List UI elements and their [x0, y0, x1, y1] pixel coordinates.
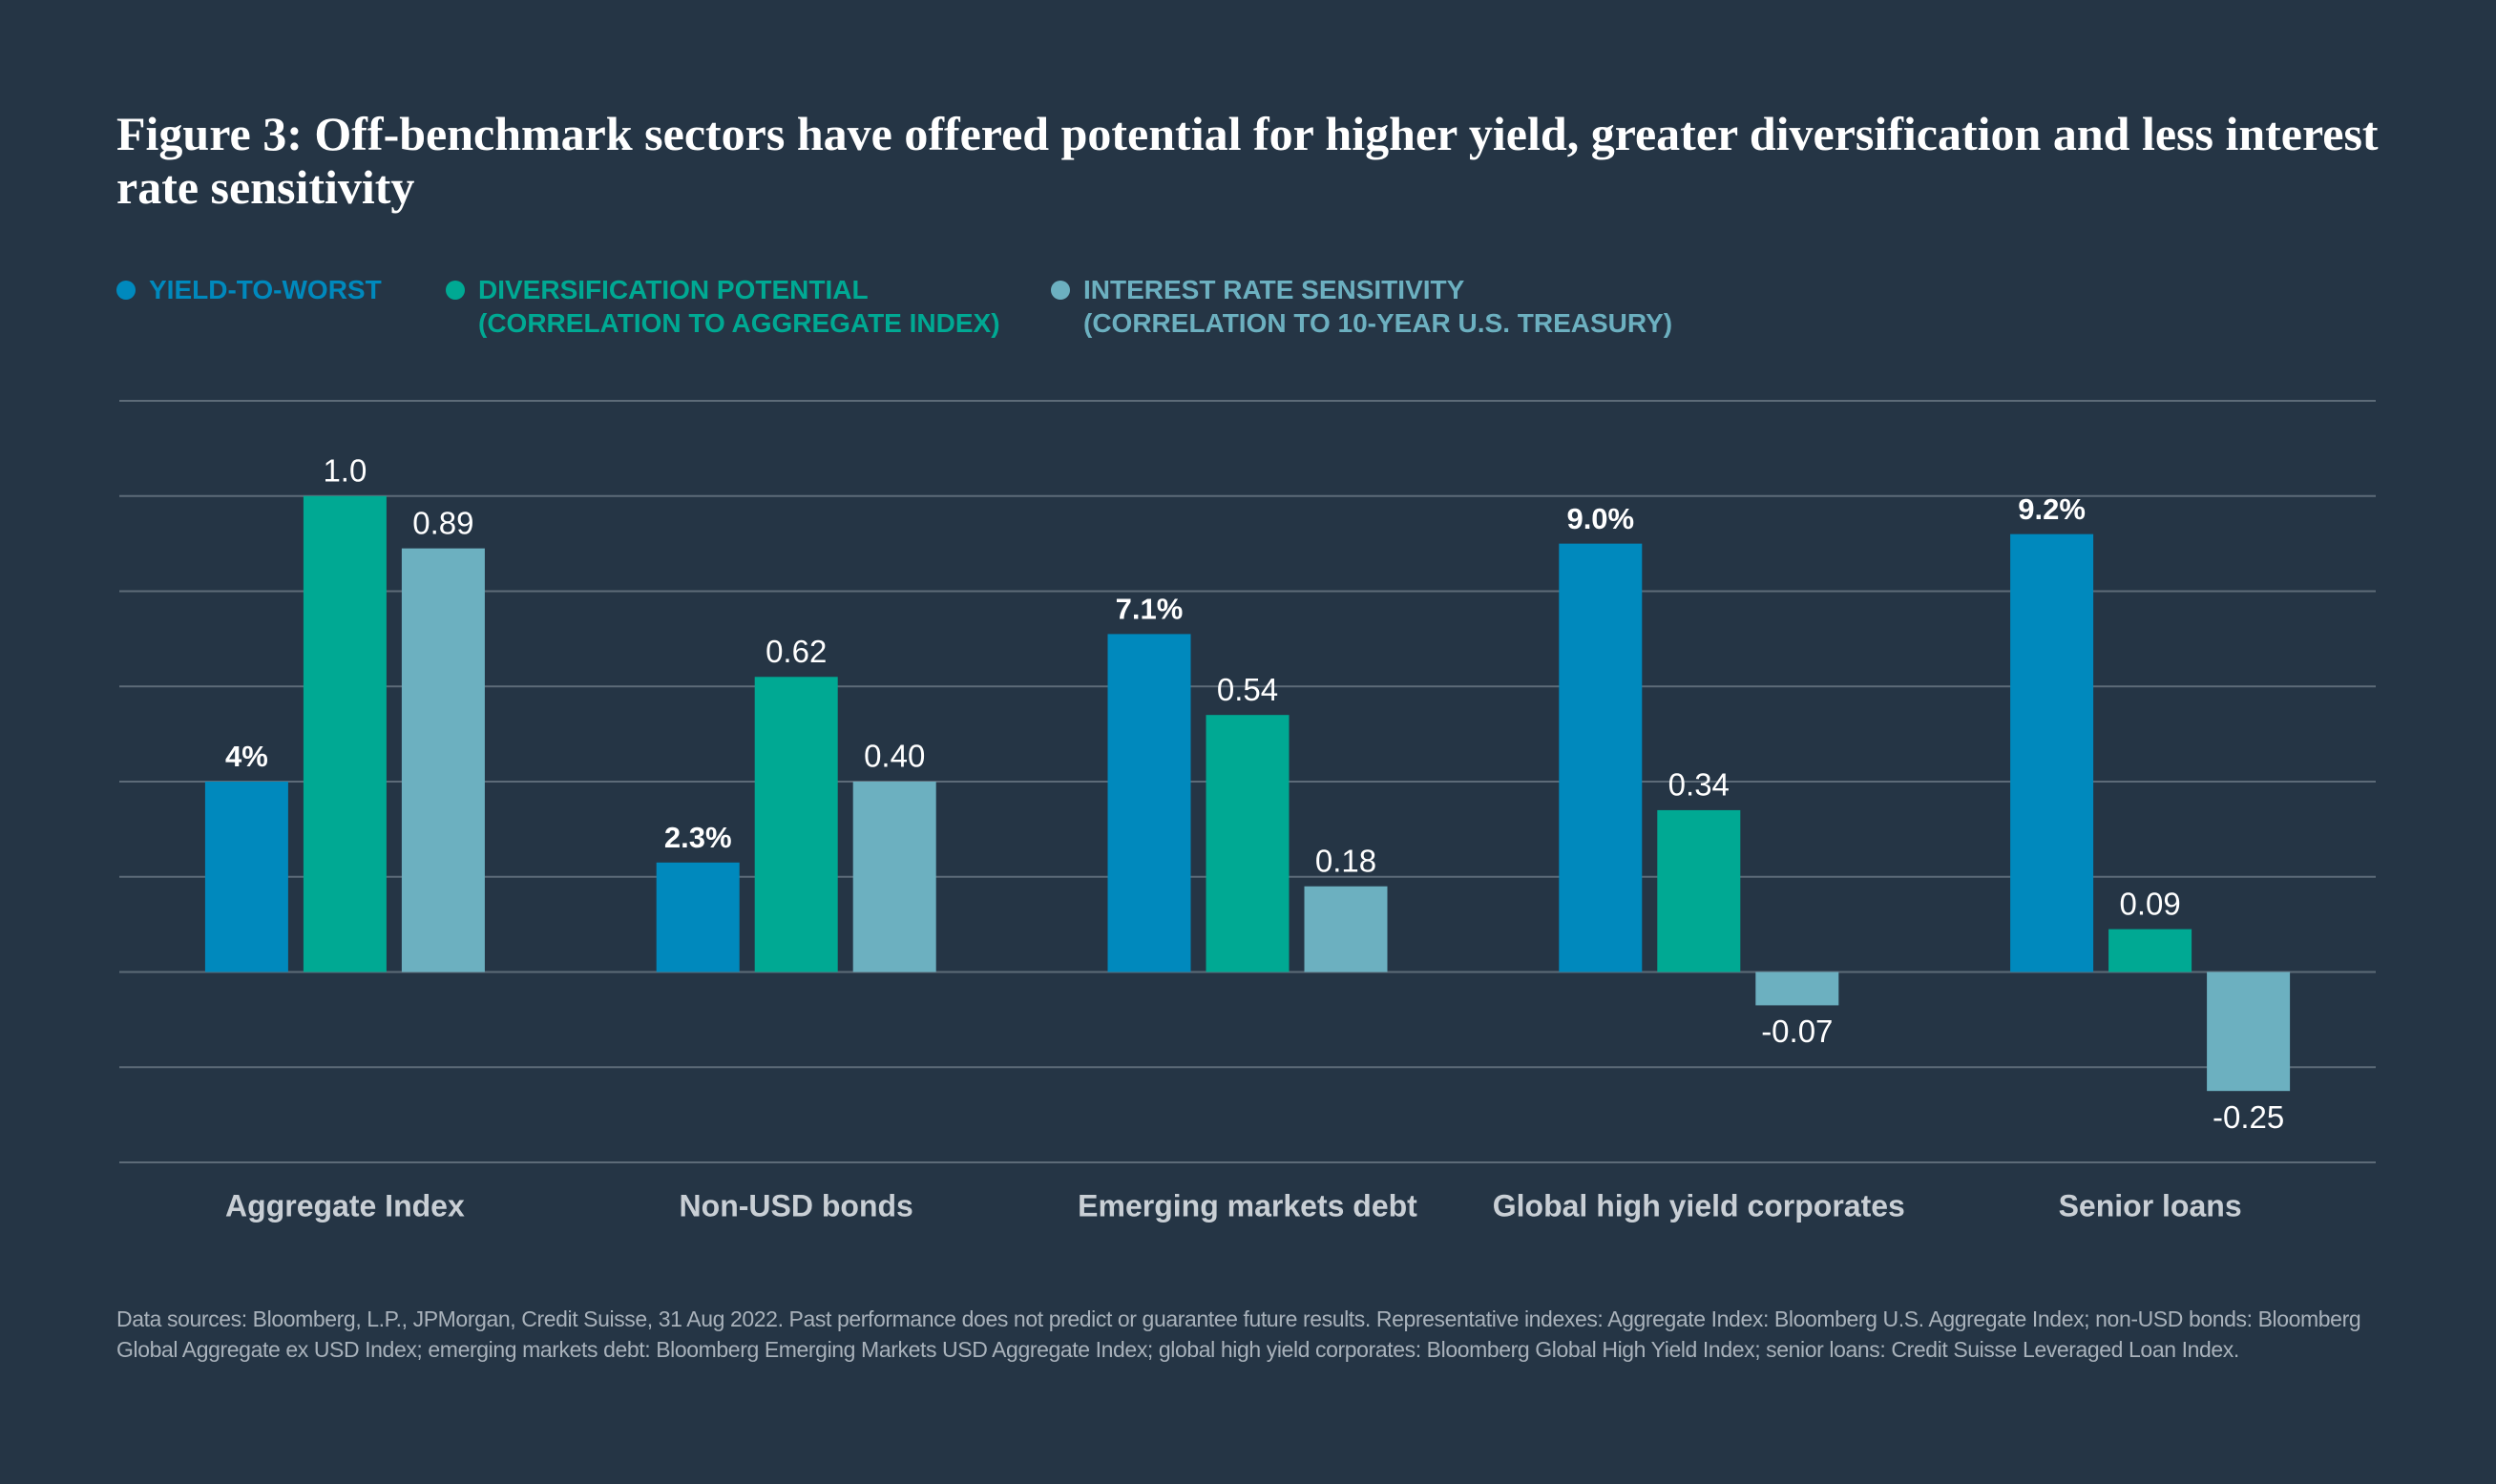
x-tick-label: Aggregate Index [225, 1188, 465, 1223]
bar [754, 677, 838, 972]
data-label: -0.07 [1761, 1014, 1833, 1049]
data-label: 0.54 [1217, 672, 1278, 707]
bar [1107, 634, 1191, 972]
bar [1304, 886, 1388, 972]
bar [2207, 972, 2291, 1092]
bar [2108, 929, 2192, 972]
bar [1559, 543, 1643, 972]
legend-marker [1051, 281, 1070, 300]
chart-title: Figure 3: Off-benchmark sectors have off… [116, 107, 2379, 214]
data-label: 9.2% [2018, 492, 2086, 526]
x-tick-label: Global high yield corporates [1493, 1188, 1905, 1223]
legend-label: INTEREST RATE SENSITIVITY (CORRELATION T… [1083, 275, 1673, 338]
data-label: 0.89 [412, 505, 473, 540]
bar [656, 862, 740, 972]
bar [303, 495, 387, 972]
legend-label: YIELD-TO-WORST [149, 275, 382, 304]
legend-marker [446, 281, 465, 300]
data-label: 4% [225, 740, 268, 773]
bar [2010, 533, 2094, 972]
data-label: 0.09 [2119, 886, 2180, 921]
legend-label: DIVERSIFICATION POTENTIAL (CORRELATION T… [478, 275, 1000, 338]
data-label: 2.3% [664, 821, 732, 854]
data-label: 0.34 [1668, 767, 1730, 803]
data-label: 0.62 [766, 634, 827, 669]
bar [1755, 972, 1839, 1006]
bar [1657, 809, 1741, 972]
bar [204, 782, 288, 972]
data-label: -0.25 [2213, 1099, 2284, 1135]
footnote: Data sources: Bloomberg, L.P., JPMorgan,… [116, 1306, 2361, 1362]
x-tick-label: Non-USD bonds [680, 1188, 913, 1223]
legend-item: DIVERSIFICATION POTENTIAL (CORRELATION T… [446, 273, 1000, 340]
data-label: 0.40 [864, 739, 925, 774]
x-tick-label: Senior loans [2059, 1188, 2242, 1223]
data-label: 7.1% [1116, 593, 1184, 626]
data-label: 1.0 [323, 452, 367, 488]
legend-marker [116, 281, 136, 300]
bar [401, 548, 485, 972]
bar [1206, 715, 1290, 972]
legend-item: INTEREST RATE SENSITIVITY (CORRELATION T… [1051, 273, 1672, 340]
data-label: 0.18 [1315, 843, 1376, 878]
bar [852, 782, 936, 972]
x-tick-label: Emerging markets debt [1078, 1188, 1417, 1223]
data-label: 9.0% [1566, 502, 1634, 535]
legend-item: YIELD-TO-WORST [116, 273, 382, 306]
